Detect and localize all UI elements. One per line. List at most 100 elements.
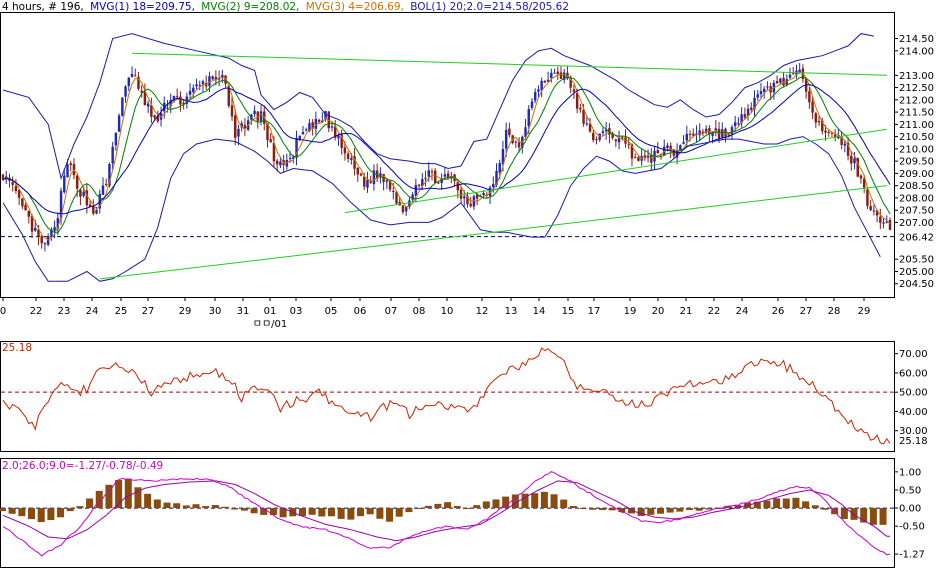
x-tick-label: 08 <box>413 306 426 317</box>
candle-bull <box>130 73 134 77</box>
macd-hist-bar <box>250 508 258 514</box>
candle-bear <box>875 210 879 216</box>
candle-bear <box>234 115 237 138</box>
candle-bull <box>253 110 256 115</box>
macd-label: 2.0;26.0;9.0=-1.27/-0.78/-0.49 <box>2 460 163 472</box>
candle-bull <box>288 158 292 160</box>
macd-hist-bar <box>124 478 132 509</box>
candle-bear <box>517 142 521 148</box>
candle-bull <box>666 145 669 148</box>
candle-bear <box>230 105 234 117</box>
candle-bull <box>779 78 782 83</box>
macd-hist-bar <box>531 493 539 509</box>
macd-hist-bar <box>627 508 635 514</box>
rsi-tick-label: 60.00 <box>899 368 928 379</box>
candle-bull <box>463 196 466 199</box>
macd-hist-bar <box>434 503 442 509</box>
candle-bull <box>237 128 240 137</box>
candle-bull <box>698 130 701 136</box>
candle-bull <box>482 193 485 196</box>
candle-bull <box>214 77 218 81</box>
candle-bull <box>66 164 69 178</box>
candle-bear <box>627 144 630 146</box>
macd-hist-bar <box>705 508 713 510</box>
candle-bear <box>814 113 818 123</box>
macd-hist-bar <box>415 508 423 510</box>
candle-bear <box>630 144 634 159</box>
candle-bull <box>301 132 305 135</box>
candle-bear <box>475 194 479 199</box>
macd-hist-bar <box>540 491 548 509</box>
macd-hist-bar <box>269 508 277 516</box>
candle-bear <box>182 102 185 105</box>
candle-bull <box>495 170 498 186</box>
candle-bear <box>1 174 5 180</box>
rsi-label: 25.18 <box>2 342 32 354</box>
candle-bull <box>195 84 198 87</box>
candle-bear <box>327 111 330 129</box>
macd-hist-bar <box>144 493 152 509</box>
candle-bull <box>169 99 172 106</box>
candle-bull <box>730 127 734 135</box>
candle-bull <box>563 72 566 80</box>
bollinger-upper <box>2 33 874 181</box>
macd-tick-label: -1.27 <box>899 550 925 561</box>
candle-bear <box>743 114 747 118</box>
y-tick-label: 205.00 <box>899 267 934 278</box>
candle-bull <box>208 76 211 86</box>
candle-bull <box>34 227 37 231</box>
macd-hist-bar <box>76 506 84 509</box>
candle-bear <box>369 181 372 183</box>
candle-bear <box>430 171 434 173</box>
candle-bear <box>398 201 401 206</box>
candle-bear <box>588 123 592 132</box>
candle-bear <box>830 132 834 134</box>
candle-bull <box>53 227 56 231</box>
candle-bull <box>95 209 98 214</box>
candle-bear <box>595 139 598 141</box>
candle-bull <box>366 179 369 188</box>
candle-bear <box>37 229 40 238</box>
candle-bear <box>669 145 672 151</box>
candle-bear <box>266 123 269 141</box>
candle-bull <box>714 128 718 131</box>
candle-bear <box>821 120 824 132</box>
candle-bear <box>75 175 79 189</box>
header-mvg2: MVG(2) 9=208.02, <box>201 1 299 13</box>
candle-bear <box>692 133 695 136</box>
candle-bull <box>472 196 476 207</box>
candle-bull <box>172 95 176 102</box>
candle-bear <box>353 156 356 169</box>
candle-bear <box>792 73 795 75</box>
macd-hist-bar <box>763 500 771 509</box>
x-tick-label: 10 <box>441 306 454 317</box>
candle-bear <box>317 119 321 122</box>
x-tick-label: 26 <box>772 306 785 317</box>
candle-bear <box>469 203 472 207</box>
candle-bear <box>137 76 140 89</box>
candle-bull <box>756 94 759 98</box>
candle-bear <box>508 128 511 136</box>
x-sublabel: ㅁㅁ/01 <box>253 319 288 330</box>
candle-bear <box>569 77 572 88</box>
macd-hist-bar <box>792 497 800 509</box>
candle-bull <box>759 91 763 95</box>
candle-bull <box>788 74 792 78</box>
macd-tick-label: 0.50 <box>899 485 921 496</box>
candle-bull <box>798 69 801 73</box>
macd-hist-bar <box>502 496 510 509</box>
candle-bear <box>40 236 43 244</box>
candle-bull <box>882 222 885 224</box>
macd-hist-bar <box>869 508 877 525</box>
candle-bull <box>321 120 324 123</box>
rsi-tick-label: 70.00 <box>899 349 928 360</box>
candle-bear <box>650 155 653 163</box>
trendline-3 <box>344 128 887 214</box>
y-tick-label: 208.00 <box>899 193 934 204</box>
x-tick-label: 27 <box>142 306 155 317</box>
candle-bull <box>117 115 121 132</box>
macd-hist-bar <box>686 508 694 510</box>
candle-bull <box>285 159 289 167</box>
x-tick-label: 22 <box>30 306 43 317</box>
candle-bear <box>543 81 547 83</box>
